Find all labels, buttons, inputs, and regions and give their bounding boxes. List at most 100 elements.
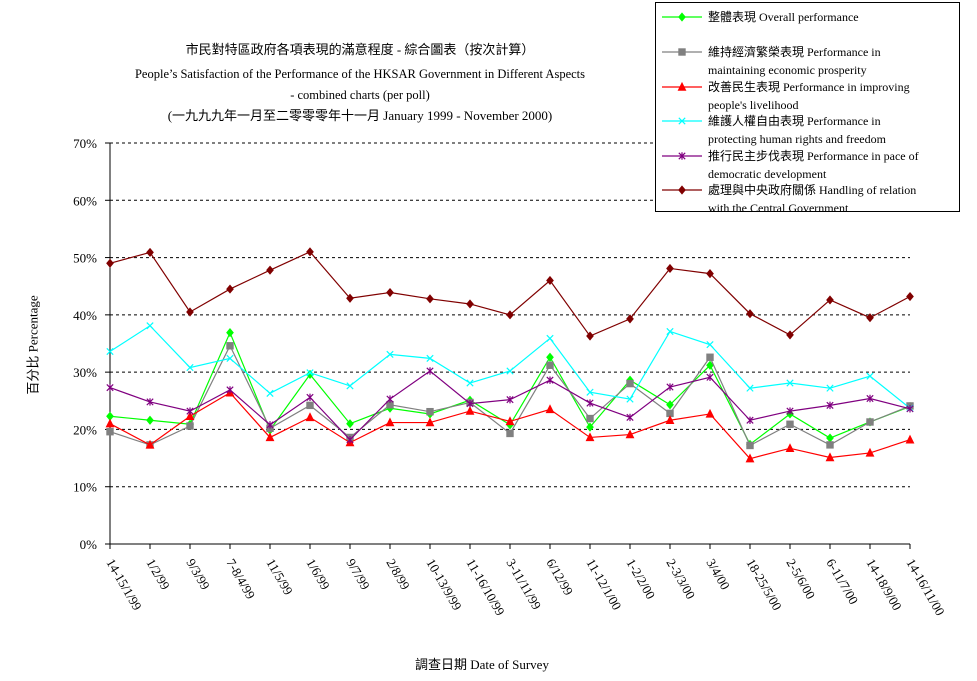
data-point — [865, 447, 875, 457]
data-point — [505, 416, 515, 426]
data-point — [786, 407, 794, 415]
x-tick-label: 18-25/5/00 — [743, 556, 785, 613]
x-tick-label: 3-11/11/99 — [503, 556, 544, 612]
legend-swatch-marker — [678, 152, 686, 160]
data-point — [786, 420, 794, 428]
data-point — [146, 247, 154, 257]
data-point — [546, 376, 554, 384]
legend-label: 改善民生表現 Performance in improving people's … — [708, 80, 956, 112]
legend-label: 處理與中央政府關係 Handling of relation with the C… — [708, 183, 956, 215]
data-point — [586, 388, 594, 396]
x-tick-label: 9/7/99 — [343, 556, 373, 592]
data-point — [786, 330, 794, 340]
data-point — [665, 415, 675, 424]
x-tick-label: 14-16/11/00 — [903, 556, 948, 618]
legend-label-line: 維護人權自由表現 Performance in — [708, 114, 881, 128]
data-point — [266, 265, 274, 275]
data-point — [706, 353, 714, 361]
data-point — [866, 313, 874, 323]
x-tick-label: 1-2/2/00 — [623, 556, 658, 602]
data-point — [186, 363, 194, 372]
y-tick-label: 10% — [73, 480, 97, 495]
data-point — [746, 309, 754, 319]
data-point — [906, 405, 914, 413]
data-point — [226, 328, 234, 338]
y-tick-label: 20% — [73, 422, 97, 437]
data-point — [906, 291, 914, 302]
legend-label-line: people's livelihood — [708, 98, 799, 112]
series-3 — [105, 387, 915, 463]
data-point — [346, 382, 354, 390]
data-point — [106, 258, 114, 268]
legend-label-line: 推行民主步伐表現 Performance in pace of — [708, 149, 919, 163]
data-point — [306, 401, 314, 410]
data-point — [826, 295, 834, 305]
legend-label: 整體表現 Overall performance — [708, 10, 956, 24]
data-point — [706, 341, 714, 349]
x-tick-label: 10-13/9/99 — [423, 556, 465, 613]
data-point — [666, 400, 674, 410]
legend-swatch-marker — [678, 185, 686, 195]
data-point — [626, 413, 634, 422]
data-point — [746, 384, 754, 392]
data-point — [386, 287, 394, 298]
data-point — [506, 429, 514, 438]
data-point — [706, 360, 714, 370]
data-point — [825, 452, 835, 462]
legend-swatch — [662, 152, 702, 160]
chart-title-english: People’s Satisfaction of the Performance… — [134, 67, 585, 81]
data-point — [586, 331, 594, 341]
y-tick-label: 60% — [73, 193, 97, 208]
legend-label: 維護人權自由表現 Performance in protecting human … — [708, 114, 956, 146]
data-point — [186, 422, 194, 430]
data-point — [346, 419, 354, 429]
data-point — [386, 350, 394, 359]
data-point — [586, 414, 594, 423]
data-point — [585, 432, 595, 442]
data-point — [185, 411, 195, 420]
legend-label-line: maintaining economic prosperity — [708, 63, 867, 77]
series-5 — [106, 367, 914, 444]
data-point — [226, 284, 234, 294]
legend-swatch-marker — [678, 117, 686, 125]
legend-swatch-marker — [677, 81, 687, 91]
x-tick-label: 6/12/99 — [543, 556, 576, 598]
data-point — [586, 399, 594, 407]
x-tick-label: 6-11/7/00 — [823, 556, 861, 607]
data-point — [466, 399, 474, 408]
legend-label-line: 處理與中央政府關係 Handling of relation — [708, 183, 917, 197]
series-4 — [106, 322, 914, 412]
data-point — [826, 401, 834, 410]
data-point — [106, 347, 114, 356]
x-tick-label: 14-18/9/00 — [863, 556, 905, 613]
y-tick-label: 70% — [73, 136, 97, 151]
data-point — [546, 352, 554, 362]
data-point — [866, 372, 874, 380]
data-point — [386, 395, 394, 403]
y-tick-label: 40% — [73, 308, 97, 323]
data-point — [346, 293, 354, 303]
data-point — [826, 433, 834, 443]
data-point — [106, 428, 114, 436]
data-point — [826, 441, 834, 449]
legend-swatch — [662, 48, 702, 56]
data-point — [145, 439, 155, 449]
data-point — [506, 310, 514, 320]
data-point — [705, 408, 715, 418]
chart-title-chinese: 市民對特區政府各項表現的滿意程度 - 綜合圖表（按次計算） — [185, 42, 535, 57]
legend-label-line: 整體表現 Overall performance — [708, 10, 859, 24]
data-point — [425, 417, 435, 427]
data-point — [745, 453, 755, 463]
data-point — [146, 415, 154, 425]
data-point — [666, 263, 674, 274]
data-point — [546, 334, 554, 342]
data-point — [426, 294, 434, 304]
x-tick-label: 9/3/99 — [183, 556, 213, 592]
data-point — [346, 436, 354, 444]
data-point — [466, 299, 474, 309]
legend-label-line: with the Central Government — [708, 201, 849, 215]
data-point — [506, 395, 514, 404]
x-tick-label: 2-3/3/00 — [663, 556, 698, 602]
legend-label: 推行民主步伐表現 Performance in pace of democrati… — [708, 149, 956, 181]
